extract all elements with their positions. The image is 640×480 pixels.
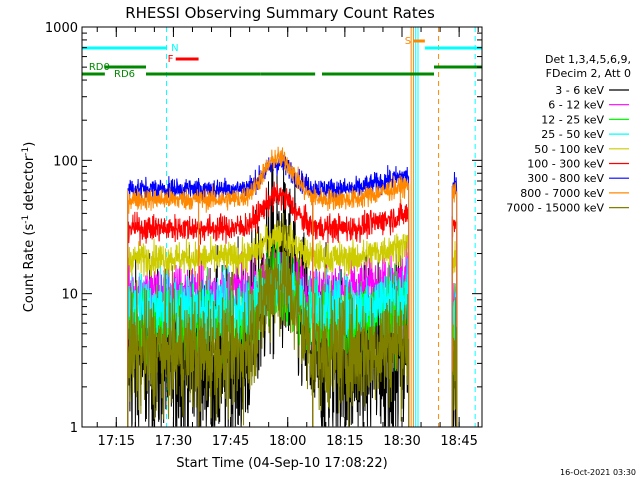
y-tick-label: 1 [70,421,78,436]
x-tick-label: 18:45 [440,434,477,449]
x-tick-label: 17:15 [98,434,135,449]
legend-label-3: 25 - 50 keV [541,128,604,141]
legend: Det 1,3,4,5,6,9,FDecim 2, Att 0 3 - 6 keV… [506,53,631,215]
series-4-trace-1 [198,220,314,427]
ylabel-end: ) [22,142,37,147]
legend-label-2: 12 - 25 keV [541,113,604,126]
series-3-trace-1 [198,243,314,427]
series-4-trace-2 [312,233,410,427]
series-4-trace-3 [451,241,458,427]
y-axis: 1 10 100 1000 [45,21,482,436]
y-axis-label: Count Rate (s-1 detector-1) [21,142,37,313]
x-tick-label: 17:45 [212,434,249,449]
series-8-trace-1 [198,213,314,427]
series-6-trace-0 [127,176,200,427]
series-4-trace-0 [127,238,200,427]
legend-label-7: 800 - 7000 keV [520,187,604,200]
footer-timestamp: 16-Oct-2021 03:30 [560,468,636,477]
series-5-trace-3 [451,216,458,427]
x-tick-label: 17:30 [155,434,192,449]
flag-n-label: N [171,43,178,54]
ylabel-sup-1: -1 [21,215,31,224]
series-6-trace-2 [312,165,410,427]
series-8-trace-3 [451,297,458,427]
x-axis-label: Start Time (04-Sep-10 17:08:22) [176,456,387,471]
series-5-trace-2 [312,199,410,427]
series-7 [127,146,458,427]
legend-header-1: FDecim 2, Att 0 [546,67,631,80]
legend-label-8: 7000 - 15000 keV [506,202,604,215]
series-layer [127,146,458,427]
ylabel-main: Count Rate (s [22,224,37,313]
chart-title: RHESSI Observing Summary Count Rates [125,4,435,22]
y-tick-label: 10 [61,288,78,303]
series-7-trace-0 [127,187,200,427]
flag-f-label: F [168,54,174,65]
series-7-trace-3 [451,182,458,427]
series-5 [127,181,458,427]
vertical-markers [81,27,476,427]
series-0-trace-2 [312,242,410,427]
flag-rd0-label: RD0 [89,62,110,73]
legend-header-0: Det 1,3,4,5,6,9, [545,53,631,66]
state-flags: NF S RD0 RD6 [82,36,482,80]
x-axis: 17:15 17:30 17:45 18:00 18:15 18:30 18:45 [96,27,479,449]
y-tick-label: 100 [53,154,78,169]
series-8-trace-0 [127,265,200,427]
legend-label-1: 6 - 12 keV [548,99,604,112]
series-4 [127,220,458,427]
legend-label-0: 3 - 6 keV [555,84,604,97]
series-7-trace-2 [312,174,410,427]
x-tick-label: 18:15 [326,434,363,449]
series-3 [127,243,458,427]
x-tick-label: 18:30 [383,434,420,449]
series-8-trace-2 [312,280,410,427]
flag-rd6-label: RD6 [114,69,135,80]
series-5-trace-0 [127,211,200,427]
series-8 [127,213,458,427]
ylabel-sup-2: -1 [21,147,31,156]
legend-label-4: 50 - 100 keV [534,143,604,156]
series-7-trace-1 [198,146,314,427]
plot-frame [81,26,483,428]
legend-label-5: 100 - 300 keV [527,158,604,171]
ylabel-tail: detector [22,155,37,215]
legend-label-6: 300 - 800 keV [527,172,604,185]
series-3-trace-2 [312,258,410,427]
series-3-trace-3 [451,288,458,427]
y-tick-label: 1000 [45,21,78,36]
flag-s-label: S [405,36,411,47]
x-tick-label: 18:00 [269,434,306,449]
series-5-trace-1 [198,181,314,427]
